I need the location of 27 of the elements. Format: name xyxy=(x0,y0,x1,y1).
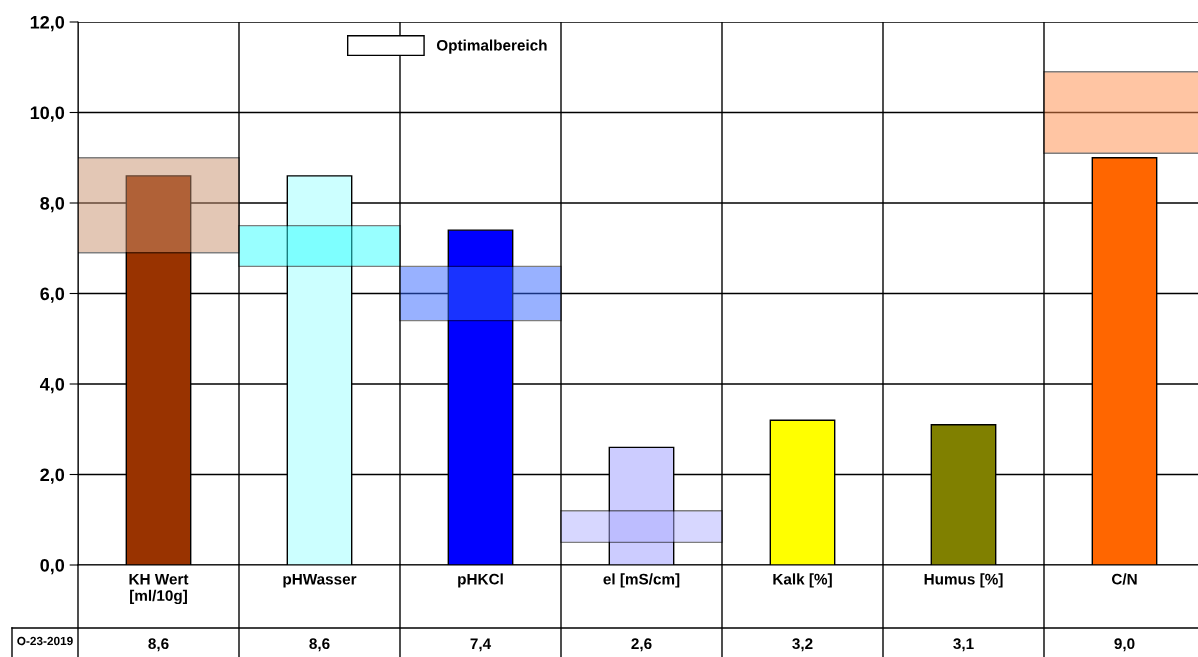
legend-label: Optimalbereich xyxy=(436,39,547,54)
data-label: 9,0 xyxy=(1114,638,1135,652)
x-tick-label: Kalk [%] xyxy=(773,573,832,588)
text: O-23-2019 xyxy=(17,636,73,646)
data-label: 7,4 xyxy=(470,638,492,652)
x-tick-label: pHKCl xyxy=(458,573,503,588)
y-tick-label: 4,0 xyxy=(39,377,65,394)
bar xyxy=(78,157,240,254)
y-tick-label: 2,0 xyxy=(40,468,65,484)
y-tick-label: 6,0 xyxy=(40,287,65,303)
x-tick-label: pHWasser xyxy=(283,573,357,588)
y-tick-label: 8,0 xyxy=(40,196,65,213)
x-tick-label: C/N xyxy=(1111,573,1137,585)
bar xyxy=(238,224,401,268)
data-label: 3,2 xyxy=(792,638,813,652)
x-tick-label: el [mS/cm] xyxy=(603,573,680,588)
bar xyxy=(560,510,723,544)
y-tick-label: 12,0 xyxy=(30,15,65,32)
x-tick-label: KH Wert [ml/10g] xyxy=(129,573,189,605)
y-tick-label: 10,0 xyxy=(30,106,65,122)
y-tick-label: 0,0 xyxy=(40,558,65,575)
data-label: 2,6 xyxy=(631,638,652,652)
bar xyxy=(399,265,562,322)
data-label: 3,1 xyxy=(953,638,974,652)
data-label: 8,6 xyxy=(309,638,330,652)
x-tick-label: Humus [%] xyxy=(924,573,1003,588)
data-label: 8,6 xyxy=(148,638,169,652)
